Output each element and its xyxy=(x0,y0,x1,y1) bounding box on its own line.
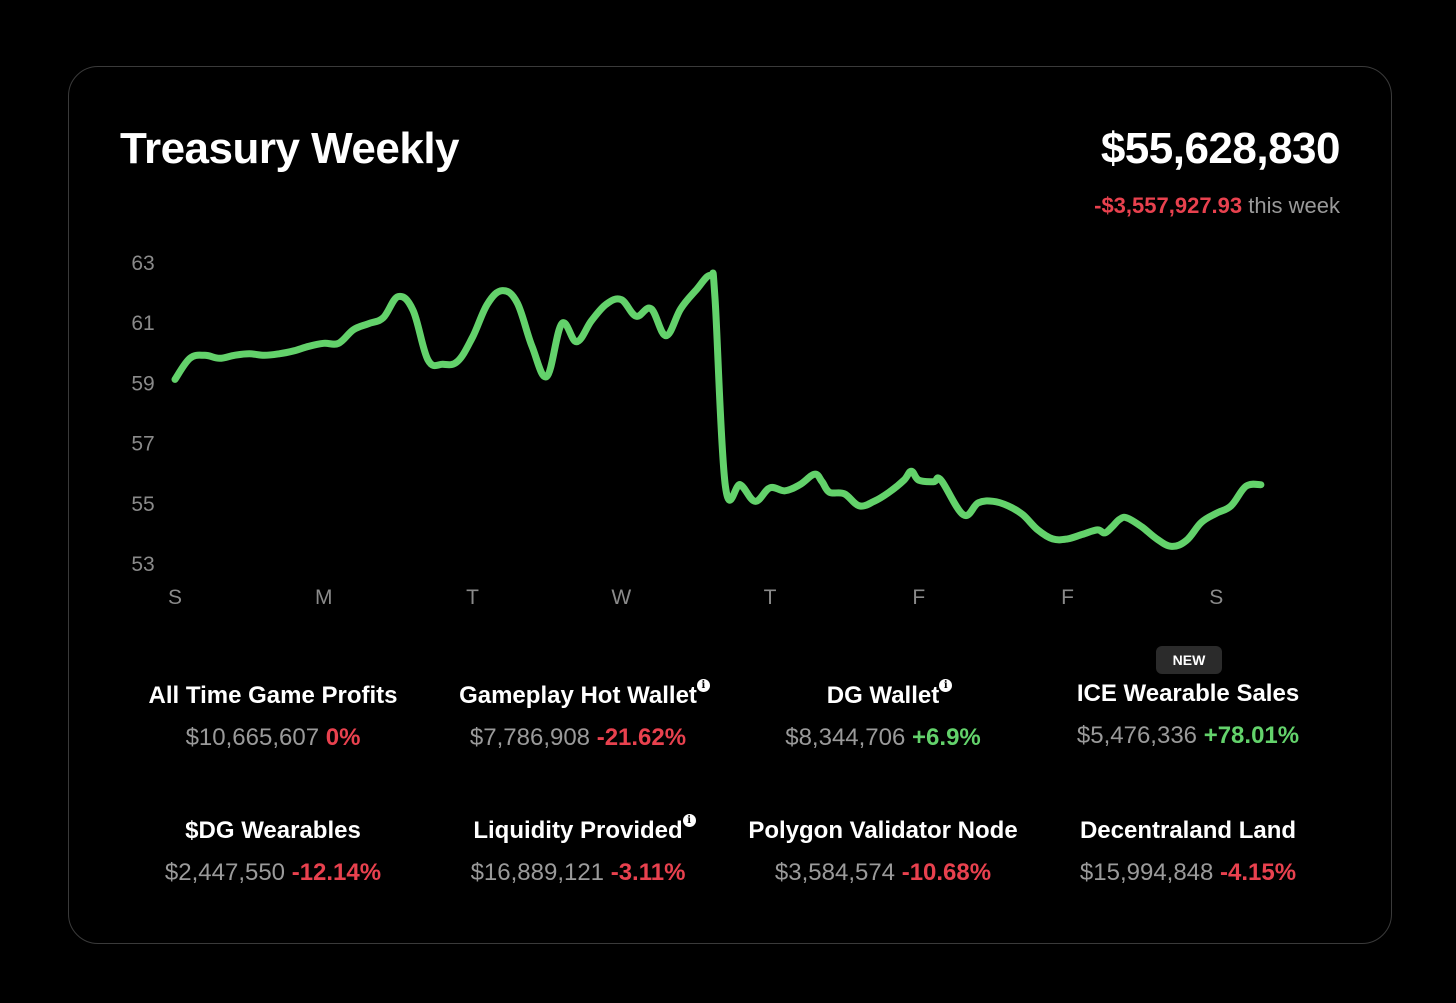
x-tick-label: T xyxy=(764,586,777,609)
x-tick-label: T xyxy=(466,586,479,609)
stat-gameplay-hot-wallet: Gameplay Hot Wallet i $7,786,908 -21.62% xyxy=(418,679,738,752)
stat-values: $7,786,908 -21.62% xyxy=(418,724,738,752)
stat-label: All Time Game Profits xyxy=(148,682,398,709)
stat-percent-change: -10.68% xyxy=(901,859,992,886)
x-tick-label: S xyxy=(1209,586,1223,609)
treasury-card xyxy=(68,66,1392,944)
y-tick-label: 55 xyxy=(131,493,154,516)
info-icon[interactable]: i xyxy=(696,679,710,692)
stat-amount: $2,447,550 xyxy=(164,859,286,886)
y-tick-label: 53 xyxy=(131,553,154,576)
stat-dg-wearables: $DG Wearables $2,447,550 -12.14% xyxy=(113,817,433,887)
stat-values: $5,476,336 +78.01% xyxy=(1028,722,1348,750)
x-tick-label: M xyxy=(315,586,333,609)
stat-label: Polygon Validator Node xyxy=(748,817,1018,844)
stat-label-with-info[interactable]: Liquidity Provided i xyxy=(473,814,696,845)
weekly-change-suffix: this week xyxy=(1248,193,1340,218)
stat-amount: $15,994,848 xyxy=(1079,859,1214,886)
stat-all-time-game-profits: All Time Game Profits $10,665,607 0% xyxy=(113,682,433,752)
stat-values: $16,889,121 -3.11% xyxy=(418,859,738,887)
stat-amount: $10,665,607 xyxy=(185,724,320,751)
stat-percent-change: +6.9% xyxy=(912,724,981,751)
stat-amount: $8,344,706 xyxy=(785,724,906,751)
new-badge: NEW xyxy=(1156,646,1222,674)
info-icon[interactable]: i xyxy=(939,679,953,692)
stat-amount: $3,584,574 xyxy=(774,859,896,886)
stat-decentraland-land: Decentraland Land $15,994,848 -4.15% xyxy=(1028,817,1348,887)
stat-liquidity-provided: Liquidity Provided i $16,889,121 -3.11% xyxy=(418,814,738,887)
treasury-line-chart: 63 61 59 57 55 53 S M T W T F F S xyxy=(131,252,1265,609)
x-tick-label: F xyxy=(1061,586,1074,609)
stat-values: $8,344,706 +6.9% xyxy=(723,724,1043,752)
stat-label: DG Wallet xyxy=(826,682,940,709)
stat-label-with-info[interactable]: Gameplay Hot Wallet i xyxy=(459,679,710,710)
stat-percent-change: -3.11% xyxy=(610,859,686,886)
y-tick-label: 57 xyxy=(131,433,154,456)
stat-values: $2,447,550 -12.14% xyxy=(113,859,433,887)
stat-amount: $5,476,336 xyxy=(1076,722,1198,749)
stat-percent-change: 0% xyxy=(325,724,361,751)
stat-label: Decentraland Land xyxy=(1079,817,1297,844)
x-tick-label: W xyxy=(611,586,631,609)
stat-label: Liquidity Provided xyxy=(473,817,683,844)
stat-amount: $7,786,908 xyxy=(469,724,591,751)
stat-label: Gameplay Hot Wallet xyxy=(459,682,697,709)
stat-percent-change: -12.14% xyxy=(291,859,382,886)
y-tick-label: 61 xyxy=(131,312,154,335)
stat-percent-change: +78.01% xyxy=(1203,722,1300,749)
chart-title: Treasury Weekly xyxy=(120,124,460,173)
stat-values: $3,584,574 -10.68% xyxy=(723,859,1043,887)
stat-label: $DG Wearables xyxy=(185,817,361,844)
y-tick-label: 59 xyxy=(131,372,154,395)
stat-percent-change: -21.62% xyxy=(596,724,687,751)
stat-label: ICE Wearable Sales xyxy=(1076,680,1300,707)
x-tick-label: S xyxy=(168,586,182,609)
stat-polygon-validator-node: Polygon Validator Node $3,584,574 -10.68… xyxy=(723,817,1043,887)
stat-percent-change: -4.15% xyxy=(1220,859,1297,886)
x-tick-label: F xyxy=(912,586,925,609)
weekly-change: -$3,557,927.93 this week xyxy=(1094,193,1340,219)
stat-amount: $16,889,121 xyxy=(470,859,605,886)
stat-values: $10,665,607 0% xyxy=(113,724,433,752)
stat-label-with-info[interactable]: DG Wallet i xyxy=(826,679,953,710)
series-line xyxy=(171,269,1265,550)
info-icon[interactable]: i xyxy=(682,814,696,827)
stat-dg-wallet: DG Wallet i $8,344,706 +6.9% xyxy=(723,679,1043,752)
weekly-change-value: -$3,557,927.93 xyxy=(1094,193,1243,218)
y-tick-label: 63 xyxy=(131,252,154,275)
treasury-total: $55,628,830 xyxy=(1100,124,1341,173)
stat-values: $15,994,848 -4.15% xyxy=(1028,859,1348,887)
stat-ice-wearable-sales: ICE Wearable Sales $5,476,336 +78.01% xyxy=(1028,680,1348,750)
